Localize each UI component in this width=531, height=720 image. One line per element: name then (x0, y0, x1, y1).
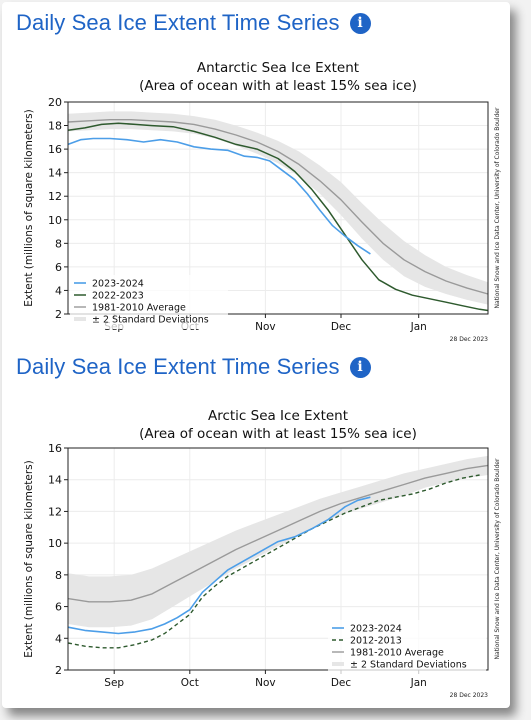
date-stamp: 28 Dec 2023 (450, 692, 489, 699)
series-line-1981-2010-average (67, 464, 489, 603)
series-line-2023-2024 (67, 137, 371, 255)
legend-label: 2012-2013 (350, 636, 402, 647)
legend-label: 1981-2010 Average (92, 303, 186, 314)
page-card: Daily Sea Ice Extent Time Series i Antar… (2, 2, 510, 708)
legend-label: 2022-2023 (92, 291, 144, 302)
legend-label: 2023-2024 (350, 624, 402, 635)
credit-label: National Snow and Ice Data Center, Unive… (494, 107, 501, 308)
legend-label: ± 2 Standard Deviations (350, 660, 467, 671)
y-tick-label: 18 (48, 120, 62, 133)
legend-label: 1981-2010 Average (350, 648, 444, 659)
y-tick-label: 16 (48, 143, 62, 156)
y-tick-label: 10 (48, 214, 62, 227)
chart-subtitle: (Area of ocean with at least 15% sea ice… (139, 426, 417, 442)
y-axis-label: Extent (millions of square kilometers) (23, 460, 35, 657)
x-tick-label: Nov (255, 321, 276, 333)
series-line-1981-2010-average (67, 119, 489, 295)
y-tick-label: 2 (55, 308, 62, 321)
section-header-arctic: Daily Sea Ice Extent Time Series i (16, 350, 371, 384)
x-tick-label: Oct (181, 677, 199, 689)
x-tick-label: Dec (331, 677, 352, 689)
legend-background (70, 275, 228, 329)
std-deviation-band (68, 111, 488, 305)
y-tick-label: 4 (55, 284, 62, 297)
y-tick-label: 8 (55, 569, 62, 582)
y-axis-label: Extent (millions of square kilometers) (23, 109, 35, 306)
legend-label: ± 2 Standard Deviations (92, 315, 209, 326)
y-tick-label: 12 (48, 190, 62, 203)
y-tick-label: 2 (55, 664, 62, 677)
y-tick-label: 14 (48, 167, 62, 180)
chart-title: Antarctic Sea Ice Extent (197, 60, 359, 76)
y-tick-label: 4 (55, 632, 62, 645)
x-tick-label: Jan (410, 677, 427, 689)
date-stamp: 28 Dec 2023 (450, 336, 489, 343)
y-tick-label: 8 (55, 237, 62, 250)
plot-frame (67, 101, 489, 315)
legend-label: 2023-2024 (92, 279, 144, 290)
y-tick-label: 12 (48, 505, 62, 518)
x-tick-label: Dec (331, 321, 352, 333)
section-header-antarctic: Daily Sea Ice Extent Time Series i (16, 6, 371, 40)
chart-subtitle: (Area of ocean with at least 15% sea ice… (139, 78, 417, 94)
x-tick-label: Jan (410, 321, 427, 333)
info-circle-icon[interactable]: i (349, 356, 371, 378)
arctic-extent-chart: Arctic Sea Ice Extent (Area of ocean with… (23, 408, 501, 699)
antarctic-extent-chart: Antarctic Sea Ice Extent (Area of ocean w… (23, 60, 501, 343)
x-tick-label: Sep (104, 677, 124, 689)
y-tick-label: 10 (48, 537, 62, 550)
plot-frame (67, 447, 489, 671)
info-circle-icon[interactable]: i (349, 12, 371, 34)
section-title: Daily Sea Ice Extent Time Series (16, 354, 340, 379)
y-tick-label: 14 (48, 474, 62, 487)
y-tick-label: 6 (55, 261, 62, 274)
section-title: Daily Sea Ice Extent Time Series (16, 10, 340, 35)
chart-title: Arctic Sea Ice Extent (208, 408, 348, 424)
y-tick-label: 20 (48, 96, 62, 109)
series-line-2023-2024 (67, 496, 371, 635)
series-line-2022-2023 (67, 122, 489, 312)
y-tick-label: 16 (48, 442, 62, 455)
y-tick-label: 6 (55, 601, 62, 614)
series-line-2012-2013 (67, 474, 480, 649)
legend-background (328, 620, 486, 674)
credit-label: National Snow and Ice Data Center, Unive… (494, 458, 501, 659)
x-tick-label: Nov (255, 677, 276, 689)
